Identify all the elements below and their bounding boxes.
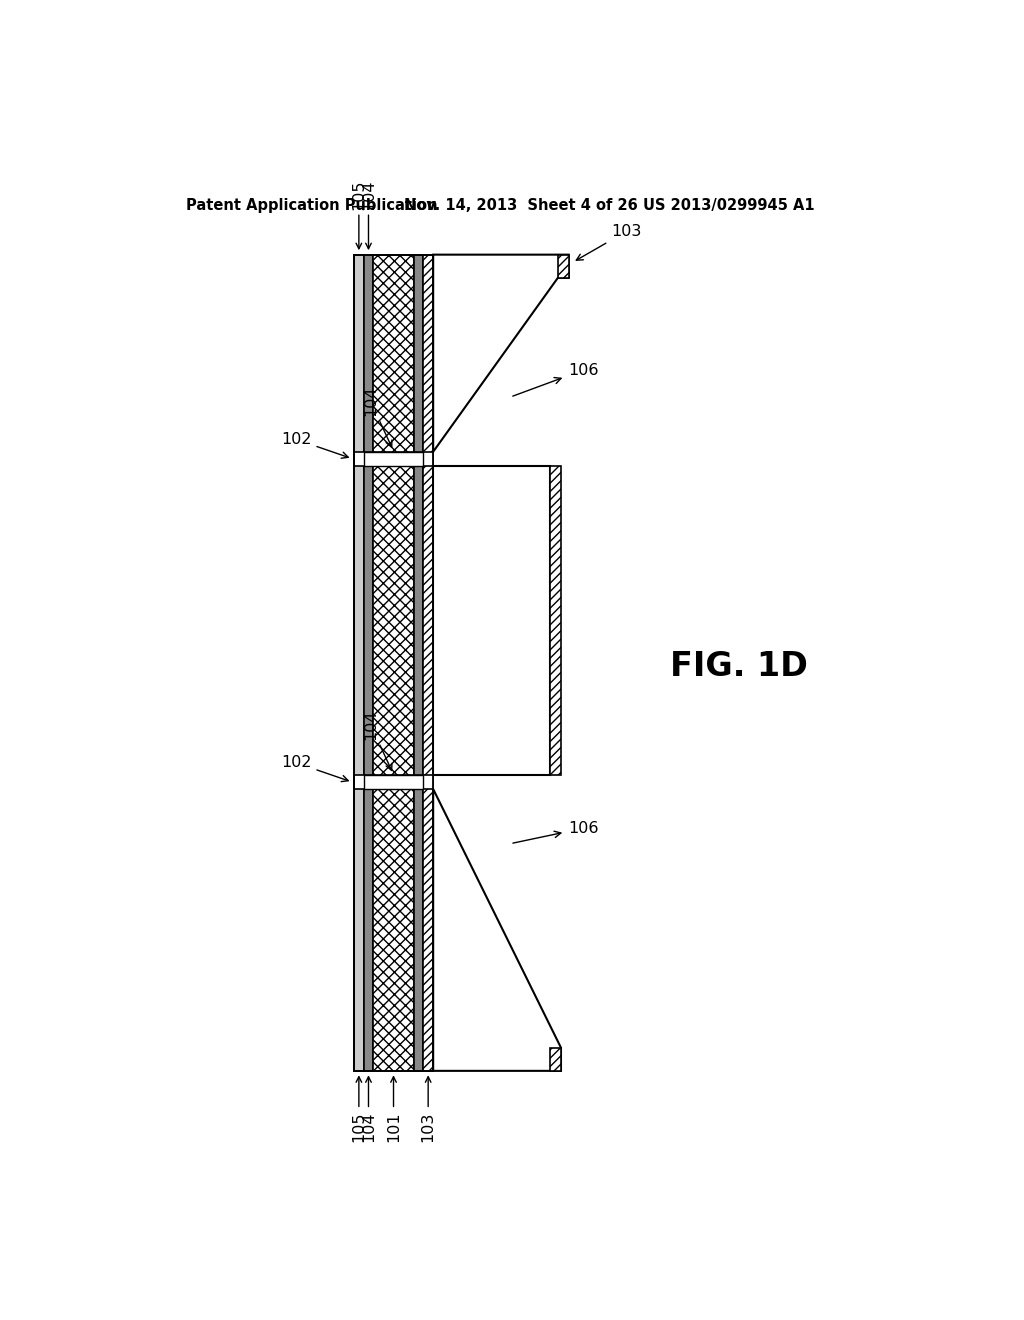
Text: 102: 102 [281,432,348,458]
Bar [354,255,364,1071]
Text: 102: 102 [281,755,348,781]
Bar [550,1048,561,1071]
Text: Nov. 14, 2013  Sheet 4 of 26: Nov. 14, 2013 Sheet 4 of 26 [403,198,638,214]
Bar [414,255,423,1071]
Bar [364,451,423,466]
Bar [373,255,414,1071]
Bar [423,255,433,1071]
Bar [433,466,550,775]
Text: 101: 101 [386,1111,401,1142]
Text: FIG. 1D: FIG. 1D [670,651,808,684]
Bar [364,775,423,789]
Bar [354,775,433,789]
Text: 105: 105 [351,180,367,210]
Text: 104: 104 [361,180,376,210]
Text: US 2013/0299945 A1: US 2013/0299945 A1 [643,198,814,214]
Text: 105: 105 [351,1111,367,1142]
Bar [364,255,373,1071]
Bar [354,451,433,466]
Polygon shape [433,255,568,451]
Polygon shape [433,789,561,1071]
Text: 103: 103 [577,224,641,260]
Bar [550,466,561,775]
Text: 106: 106 [513,363,598,396]
Text: 106: 106 [513,821,598,843]
Text: Patent Application Publication: Patent Application Publication [186,198,437,214]
Bar [558,255,568,277]
Text: 104: 104 [361,1111,376,1142]
Text: 104: 104 [362,385,392,447]
Text: 104: 104 [362,709,392,771]
Text: 103: 103 [421,1111,435,1142]
